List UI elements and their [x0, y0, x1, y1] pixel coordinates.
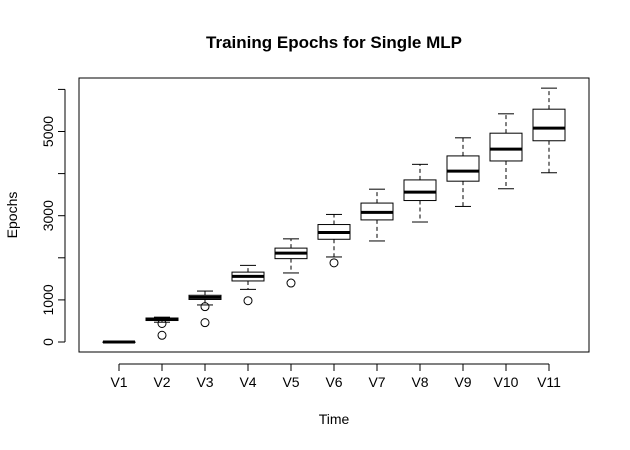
box-v9: [446, 137, 480, 207]
x-tick-label: V7: [368, 374, 385, 390]
x-axis-label: Time: [319, 411, 350, 427]
box-v8: [403, 163, 437, 223]
y-axis: 0 1000 3000 5000: [40, 88, 66, 346]
x-tick-label: V11: [537, 374, 561, 390]
outlier-point: [286, 278, 296, 288]
box-v2: [145, 316, 179, 340]
outlier-point: [200, 302, 210, 312]
outlier-point: [157, 330, 167, 340]
outlier-point: [200, 318, 210, 328]
iqr-box: [446, 155, 480, 182]
outlier-point: [157, 318, 167, 328]
x-tick-label: V10: [494, 374, 519, 390]
plot-frame: [78, 77, 590, 353]
y-tick-label: 1000: [40, 284, 56, 315]
x-tick-label: V3: [196, 374, 213, 390]
x-tick-label: V8: [411, 374, 428, 390]
y-tick-label: 3000: [40, 200, 56, 231]
box-v4: [231, 264, 265, 306]
y-tick-label: 5000: [40, 116, 56, 147]
x-tick-label: V1: [110, 374, 127, 390]
box-v6: [317, 213, 351, 268]
iqr-box: [532, 108, 566, 142]
box-v10: [489, 113, 523, 190]
box-v1: [102, 340, 136, 344]
y-tick-label: 0: [40, 338, 56, 346]
x-tick-label: V6: [325, 374, 342, 390]
box-v5: [274, 238, 308, 288]
x-tick-label: V5: [282, 374, 299, 390]
y-axis-label: Epochs: [4, 192, 20, 239]
box-v7: [360, 188, 394, 242]
boxes-group: [102, 87, 566, 344]
outlier-point: [329, 258, 339, 268]
x-axis: V1 V2 V3 V4 V5 V6 V7 V8 V9 V10 V11: [110, 363, 561, 390]
box-v3: [188, 290, 222, 328]
chart-title: Training Epochs for Single MLP: [206, 33, 462, 52]
iqr-box: [403, 179, 437, 202]
x-tick-label: V4: [239, 374, 256, 390]
outlier-point: [243, 296, 253, 306]
x-tick-label: V9: [454, 374, 471, 390]
x-tick-label: V2: [153, 374, 170, 390]
iqr-box: [489, 132, 523, 162]
box-v11: [532, 87, 566, 174]
